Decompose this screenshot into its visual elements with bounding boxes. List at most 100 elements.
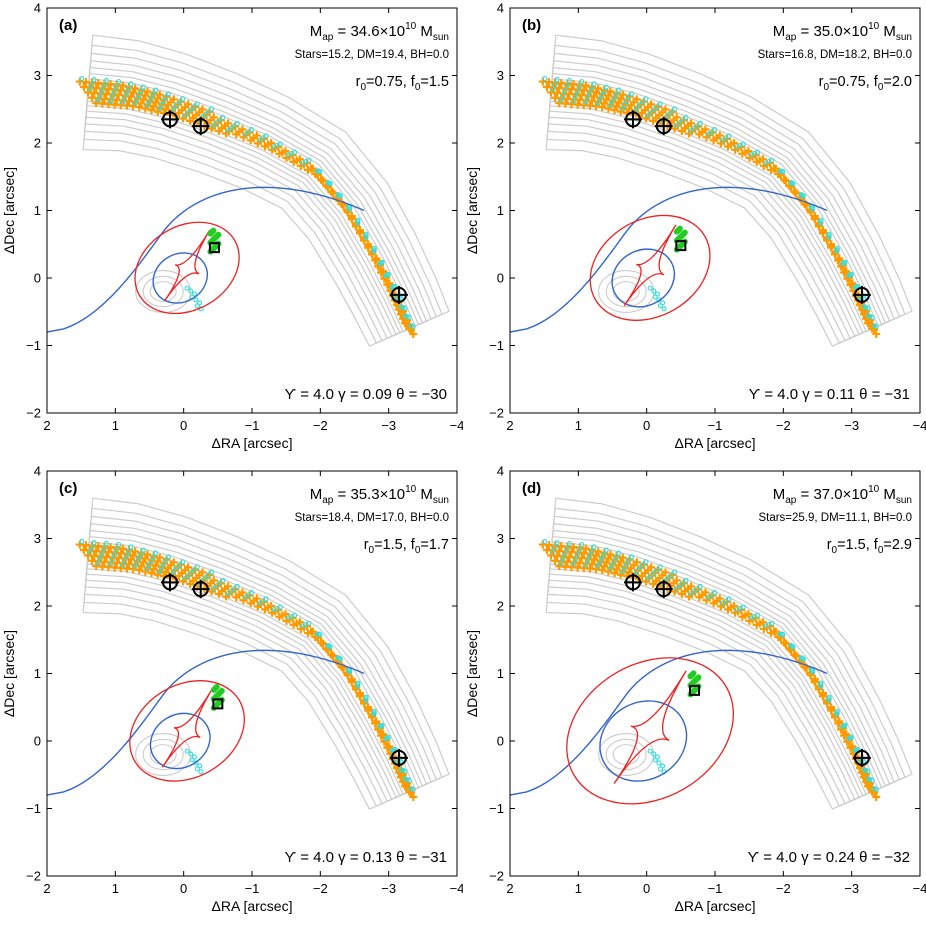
image-marker-cross-0: [161, 573, 179, 592]
x-tick-label: −1: [245, 418, 260, 433]
data-pixel: [645, 575, 651, 581]
data-pixel: [347, 669, 353, 675]
model-pixel: [872, 793, 881, 802]
data-pixel: [712, 589, 718, 596]
data-pixel: [377, 723, 383, 730]
data-pixel: [228, 125, 234, 131]
data-pixel: [220, 577, 226, 583]
data-pixel: [377, 260, 383, 267]
image-markers: [161, 110, 408, 304]
model-pixel: [744, 147, 753, 156]
data-pixel: [347, 667, 353, 674]
data-pixel: [637, 102, 643, 108]
mass-components: Stars=25.9, DM=11.1, BH=0.0: [758, 512, 912, 524]
radial-caustic: [566, 657, 735, 805]
data-pixel: [620, 569, 626, 575]
data-pixel: [398, 767, 404, 773]
model-pixel: [267, 602, 276, 610]
data-pixel: [371, 708, 377, 714]
data-pixel: [89, 544, 95, 551]
data-pixel: [355, 680, 361, 686]
data-pixel: [277, 141, 283, 147]
model-pixel: [618, 90, 627, 99]
model-pixel: [347, 215, 356, 224]
data-pixel: [153, 550, 159, 556]
data-pixel: [834, 248, 840, 254]
plot-svg: 2 1 0 −1 −2 −3 −4 4 3 2 1 0 −1 −2 ΔRA [arcsec] ΔDec [ar…: [1, 1, 463, 452]
critical-curves: [47, 186, 365, 333]
source-pixel: [215, 231, 222, 238]
data-pixel: [355, 682, 361, 688]
data-pixel: [597, 559, 603, 565]
model-pixel: [224, 119, 233, 128]
data-pixel: [277, 604, 283, 610]
data-pixel: [871, 786, 877, 792]
model-pixel: [581, 544, 590, 553]
model-pixel: [383, 743, 392, 752]
data-pixel: [122, 557, 128, 563]
model-pixel: [319, 176, 328, 185]
inner-critical-curve: [599, 700, 688, 782]
model-pixel: [329, 188, 338, 197]
data-pixel: [591, 81, 597, 87]
x-tick-label: 0: [180, 418, 187, 433]
data-pixel: [327, 644, 333, 650]
data-pixel: [583, 562, 589, 568]
mass-components: Stars=18.4, DM=17.0, BH=0.0: [295, 512, 449, 524]
mass-components: Stars=15.2, DM=19.4, BH=0.0: [295, 49, 449, 61]
model-pixel: [329, 651, 338, 660]
data-pixel: [697, 120, 703, 127]
scale-params: r0=0.75, f0=1.5: [356, 74, 449, 93]
contour-0: [545, 497, 913, 810]
data-pixel: [575, 551, 581, 557]
x-tick-label: −3: [381, 418, 396, 433]
data-pixel: [677, 583, 683, 589]
data-pixel: [570, 98, 577, 104]
data-pixel: [371, 245, 377, 251]
contour-5: [85, 72, 423, 335]
data-pixel: [871, 323, 877, 329]
data-pixel: [174, 565, 180, 571]
data-pixel: [585, 557, 591, 563]
data-pixel: [101, 545, 107, 552]
data-pixel: [591, 544, 597, 550]
data-pixel: [114, 83, 120, 90]
data-pixel: [347, 204, 353, 211]
y-tick-label: 2: [497, 136, 504, 151]
data-pixel: [159, 565, 165, 571]
source-position-marker: [689, 684, 700, 696]
x-tick-label: −4: [450, 881, 463, 896]
model-pixel: [409, 793, 418, 802]
source-pixel: [676, 225, 683, 232]
counterimage-contour-1: [605, 738, 647, 771]
model-pixel: [632, 95, 641, 104]
x-tick-label: 1: [112, 881, 119, 896]
source-plane: [207, 227, 222, 255]
data-pixel: [306, 157, 312, 163]
data-pixel: [611, 95, 618, 101]
y-tick-label: 2: [34, 136, 41, 151]
model-pixel: [371, 719, 379, 728]
data-pixel: [865, 313, 871, 319]
data-pixel: [651, 570, 657, 576]
data-pixel: [560, 555, 566, 561]
data-pixel: [643, 96, 649, 102]
plot-svg: 2 1 0 −1 −2 −3 −4 4 3 2 1 0 −1 −2 ΔRA [arcsec] ΔDec [ar…: [1, 464, 463, 915]
model-pixel: [347, 678, 356, 687]
data-pixel: [629, 91, 635, 97]
model-pixel: [155, 90, 164, 99]
data-arc-pixels: [79, 539, 416, 793]
model-pixel: [252, 131, 261, 140]
data-pixel: [180, 559, 186, 565]
model-params: ϒ = 4.0 γ = 0.09 θ = −30: [284, 386, 447, 403]
data-pixel: [363, 697, 369, 704]
data-pixel: [834, 245, 840, 251]
data-pixel: [408, 323, 414, 329]
model-pixel: [355, 692, 364, 701]
model-pixel: [687, 119, 696, 128]
data-pixel: [691, 125, 697, 131]
data-pixel: [97, 555, 103, 561]
model-pixel: [371, 256, 379, 265]
data-pixel: [363, 696, 369, 702]
plot-area: [510, 34, 913, 347]
